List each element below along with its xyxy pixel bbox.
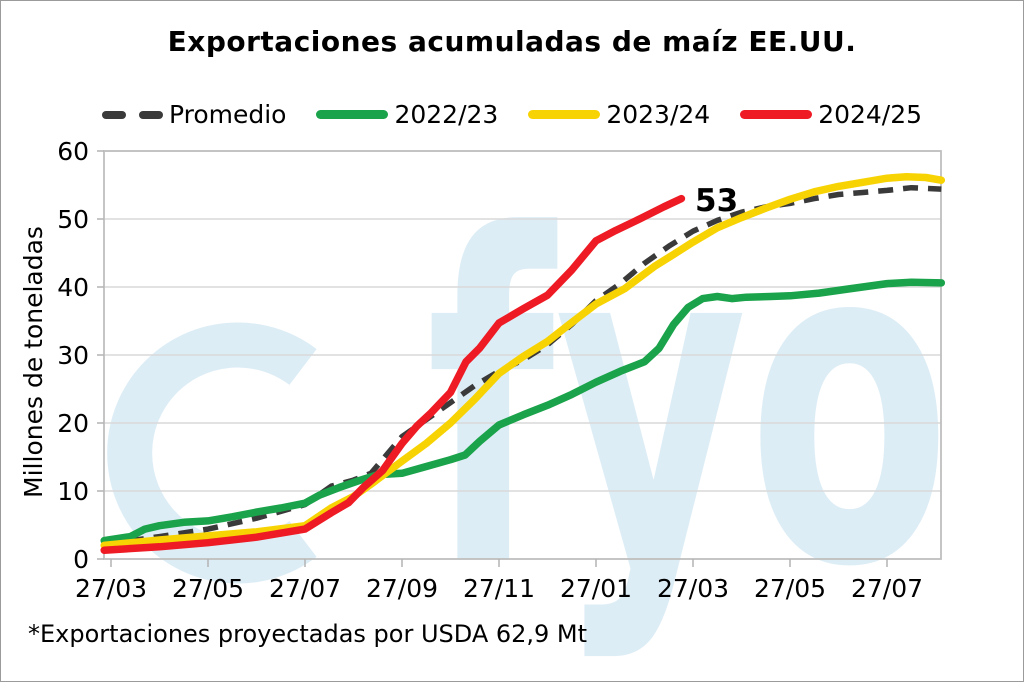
legend-label-2023-24: 2023/24 [606, 100, 711, 129]
y-tick-label: 20 [57, 409, 89, 438]
green-line-swatch [316, 110, 389, 119]
y-tick-label: 50 [57, 205, 89, 234]
y-tick-label: 60 [57, 137, 89, 166]
y-tick-label: 40 [57, 273, 89, 302]
x-tick-label: 27/11 [463, 574, 535, 603]
x-tick-label: 27/05 [754, 574, 826, 603]
legend-item-2023-24: 2023/24 [528, 100, 710, 129]
red-line-swatch [740, 110, 813, 119]
x-tick-label: 27/03 [657, 574, 729, 603]
yellow-line-swatch [528, 110, 601, 119]
x-tick-label: 27/05 [172, 574, 244, 603]
y-tick-label: 10 [57, 477, 89, 506]
series-line-2024-25 [100, 194, 686, 554]
legend-label-2024-25: 2024/25 [818, 100, 923, 129]
red-series-data-label: 53 [695, 183, 739, 219]
x-tick-label: 27/01 [560, 574, 632, 603]
x-tick-label: 27/09 [366, 574, 438, 603]
series-line-2022-23 [100, 278, 946, 545]
watermark-crescent-icon [107, 322, 317, 584]
watermark-text: fyo [426, 142, 951, 666]
fyo-watermark: fyo [107, 142, 951, 666]
legend: Promedio 2022/23 2023/24 2024/25 [1, 100, 1023, 129]
y-axis-title: Millones de toneladas [19, 226, 48, 498]
y-tick-label: 0 [73, 545, 89, 574]
x-tick-label: 27/07 [851, 574, 923, 603]
series-line-2023-24 [100, 173, 946, 550]
promedio-dash-swatch [101, 110, 163, 119]
legend-label-2022-23: 2022/23 [394, 100, 499, 129]
legend-label-promedio: Promedio [168, 100, 287, 129]
x-tick-label: 27/03 [75, 574, 147, 603]
legend-item-2024-25: 2024/25 [740, 100, 922, 129]
legend-item-promedio: Promedio [101, 100, 287, 129]
chart-title: Exportaciones acumuladas de maíz EE.UU. [167, 25, 857, 58]
footnote: *Exportaciones proyectadas por USDA 62,9… [28, 620, 588, 648]
y-tick-label: 30 [57, 341, 89, 370]
legend-item-2022-23: 2022/23 [316, 100, 498, 129]
x-tick-label: 27/07 [269, 574, 341, 603]
